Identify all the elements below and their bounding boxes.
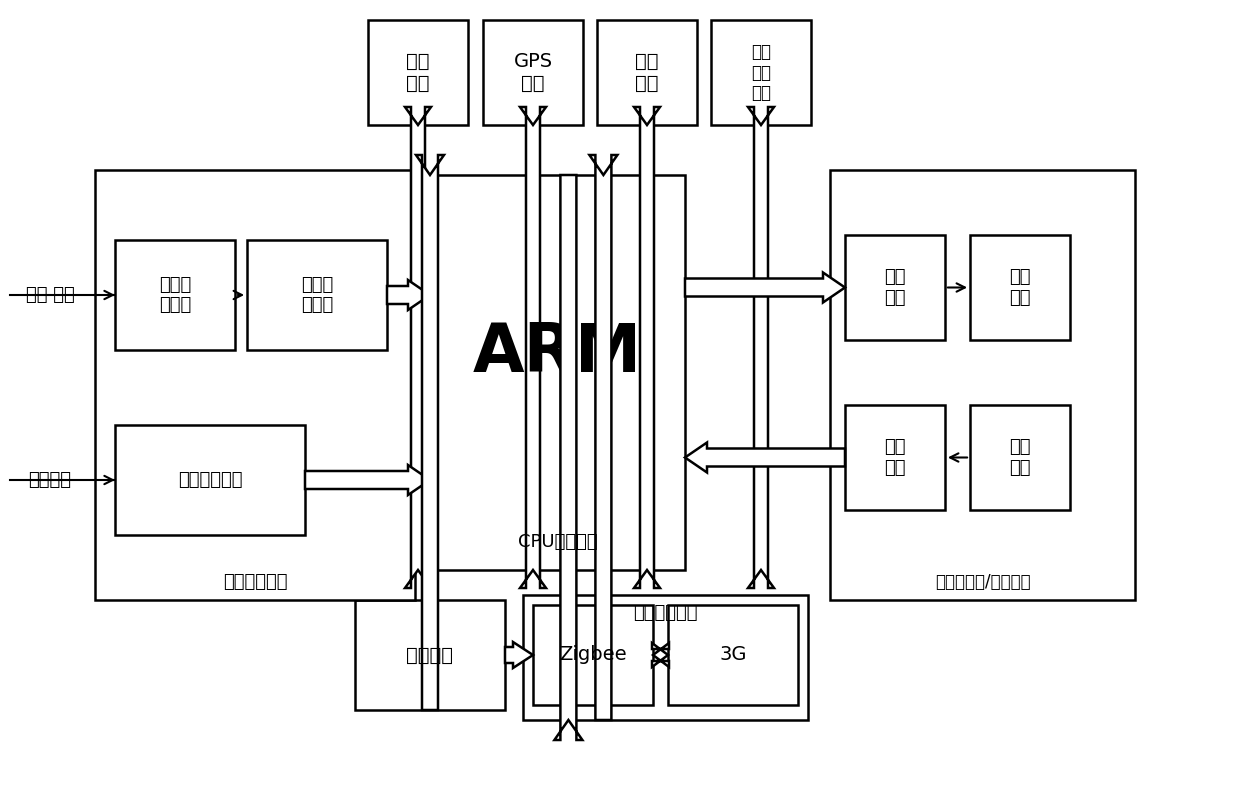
Bar (970, 235, 1070, 340)
Bar (115, 425, 305, 535)
Text: 继电
器组: 继电 器组 (1009, 438, 1030, 477)
Bar (355, 600, 505, 710)
Polygon shape (554, 175, 583, 740)
Bar (844, 405, 945, 510)
Text: 零序电流: 零序电流 (29, 471, 72, 489)
Text: 扩展
电路
接口: 扩展 电路 接口 (751, 43, 771, 102)
Text: 3G: 3G (719, 645, 746, 664)
Text: 电压 电流: 电压 电流 (26, 286, 74, 304)
Bar (533, 605, 653, 705)
Text: GPS
模块: GPS 模块 (513, 52, 553, 93)
Bar (668, 605, 799, 705)
Bar (430, 175, 684, 570)
Text: 光电
隔离: 光电 隔离 (884, 268, 905, 307)
Bar (596, 20, 697, 125)
Bar (844, 235, 945, 340)
Bar (115, 240, 236, 350)
Polygon shape (652, 643, 670, 667)
Text: 存储
模块: 存储 模块 (635, 52, 658, 93)
Polygon shape (505, 642, 533, 668)
Polygon shape (684, 442, 844, 472)
Polygon shape (305, 465, 430, 495)
Text: 电能计
量芯片: 电能计 量芯片 (301, 275, 334, 314)
Polygon shape (748, 107, 774, 588)
Bar (247, 240, 387, 350)
Bar (970, 405, 1070, 510)
Text: 信号调
理电路: 信号调 理电路 (159, 275, 191, 314)
Bar (830, 170, 1135, 600)
Text: CPU控制模块: CPU控制模块 (517, 533, 598, 551)
Bar (368, 20, 467, 125)
Text: ARM: ARM (472, 320, 642, 385)
Bar (711, 20, 811, 125)
Text: 开关量输入/输出模块: 开关量输入/输出模块 (935, 573, 1030, 591)
Text: 信号调理电路: 信号调理电路 (177, 471, 242, 489)
Text: 光电
隔离: 光电 隔离 (884, 438, 905, 477)
Text: 电量采集模块: 电量采集模块 (223, 573, 288, 591)
Polygon shape (634, 107, 660, 588)
Text: 存储
模块: 存储 模块 (407, 52, 430, 93)
Bar (95, 170, 415, 600)
Text: Zigbee: Zigbee (559, 645, 626, 664)
Polygon shape (520, 107, 546, 588)
Polygon shape (589, 155, 618, 720)
Text: 电源模块: 电源模块 (407, 645, 454, 664)
Text: 继电
器组: 继电 器组 (1009, 268, 1030, 307)
Bar (523, 595, 808, 720)
Text: 无线通信模块: 无线通信模块 (634, 604, 698, 622)
Polygon shape (387, 280, 430, 310)
Polygon shape (405, 107, 432, 588)
Polygon shape (415, 155, 444, 710)
Bar (484, 20, 583, 125)
Polygon shape (684, 273, 844, 302)
